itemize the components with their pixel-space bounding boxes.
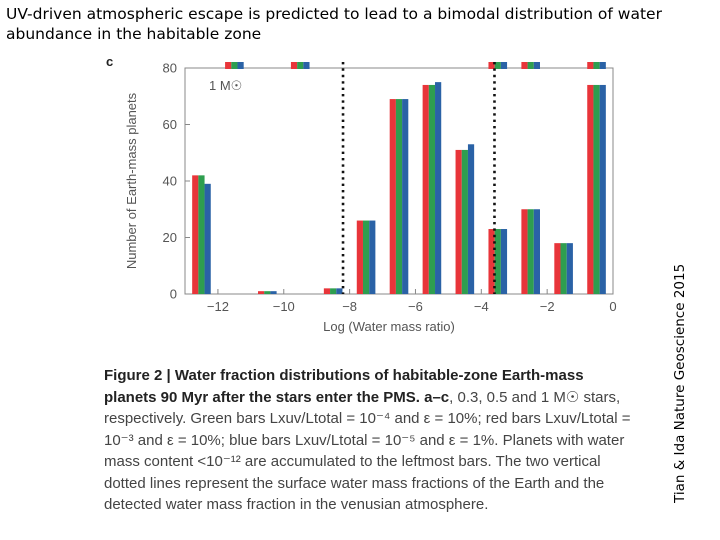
bar-green [461,149,468,294]
bar-red [258,291,265,294]
bar-blue [533,209,540,294]
panel-label: c [106,54,113,69]
bar-green [330,288,337,294]
bar-blue [467,144,475,294]
slide-title: UV-driven atmospheric escape is predicte… [6,5,662,43]
y-tick-label: 0 [170,287,177,302]
bar-red [455,149,462,294]
x-axis-title: Log (Water mass ratio) [323,319,455,334]
x-tick-label: −2 [540,299,555,314]
bar-red [323,288,331,294]
bar-clipped-red [587,62,594,69]
bar-green [527,209,534,294]
y-tick-label: 80 [163,61,177,76]
bar-red [356,220,363,294]
x-tick-label: −12 [207,299,229,314]
caption-bold-title: Water fraction distributions of habitabl… [104,367,584,406]
bar-green [428,84,436,294]
bar-clipped-blue [303,62,310,69]
bar-blue [500,229,508,294]
y-tick-label: 60 [163,117,177,132]
water-fraction-chart: 0 20 40 60 80 −12 −10 −8 −6 −4 −2 0 Log (Water mass … [106,54,617,335]
bar-red [192,175,199,294]
bar-clipped-green [231,62,238,69]
bar-clipped-green [494,62,501,69]
bar-green [264,291,271,294]
bar-blue [402,99,409,294]
bar-clipped-blue [237,62,244,69]
x-tick-label: −8 [342,299,357,314]
bar-clipped-green [527,62,534,69]
bar-blue [435,82,442,294]
bar-red [389,99,396,294]
bar-green [362,220,370,294]
y-tick-label: 20 [163,230,177,245]
bar-red [488,229,495,294]
bar-clipped-red [488,62,495,69]
figure-caption: Figure 2 | Water fraction distributions … [104,365,634,516]
y-tick-label: 40 [163,174,177,189]
x-tick-label: −4 [474,299,489,314]
bar-green [560,243,567,294]
y-axis-title: Number of Earth-mass planets [124,92,139,269]
bar-blue [336,288,343,294]
bar-blue [204,183,211,294]
bar-red [521,209,528,294]
bar-clipped-blue [533,62,540,69]
bar-red [587,84,594,294]
caption-body: , 0.3, 0.5 and 1 M☉ stars, respectively.… [104,388,631,514]
plot-area: 0 20 40 60 80 −12 −10 −8 −6 −4 −2 0 Log (Water mass … [124,61,617,335]
bar-blue [566,243,573,294]
bar-clipped-blue [599,62,606,69]
bar-clipped-blue [500,62,508,69]
bar-green [198,175,205,294]
bar-clipped-green [593,62,600,69]
bar-green [395,99,403,294]
bar-clipped-green [297,62,304,69]
bar-clipped-red [290,62,298,69]
bar-green [593,84,600,294]
bar-blue [270,291,277,294]
bar-blue [369,220,376,294]
bar-blue [599,84,606,294]
bar-red [422,84,429,294]
bar-red [554,243,561,294]
credit-text: Tian & Ida Nature Geoscience 2015 [672,263,688,503]
caption-figure-label: Figure 2 | [104,367,175,384]
x-tick-label: 0 [609,299,616,314]
x-tick-label: −10 [273,299,295,314]
mass-annotation: 1 M☉ [209,78,242,93]
x-tick-label: −6 [408,299,423,314]
bar-green [494,229,501,294]
bar-clipped-red [225,62,232,69]
bar-clipped-red [521,62,528,69]
